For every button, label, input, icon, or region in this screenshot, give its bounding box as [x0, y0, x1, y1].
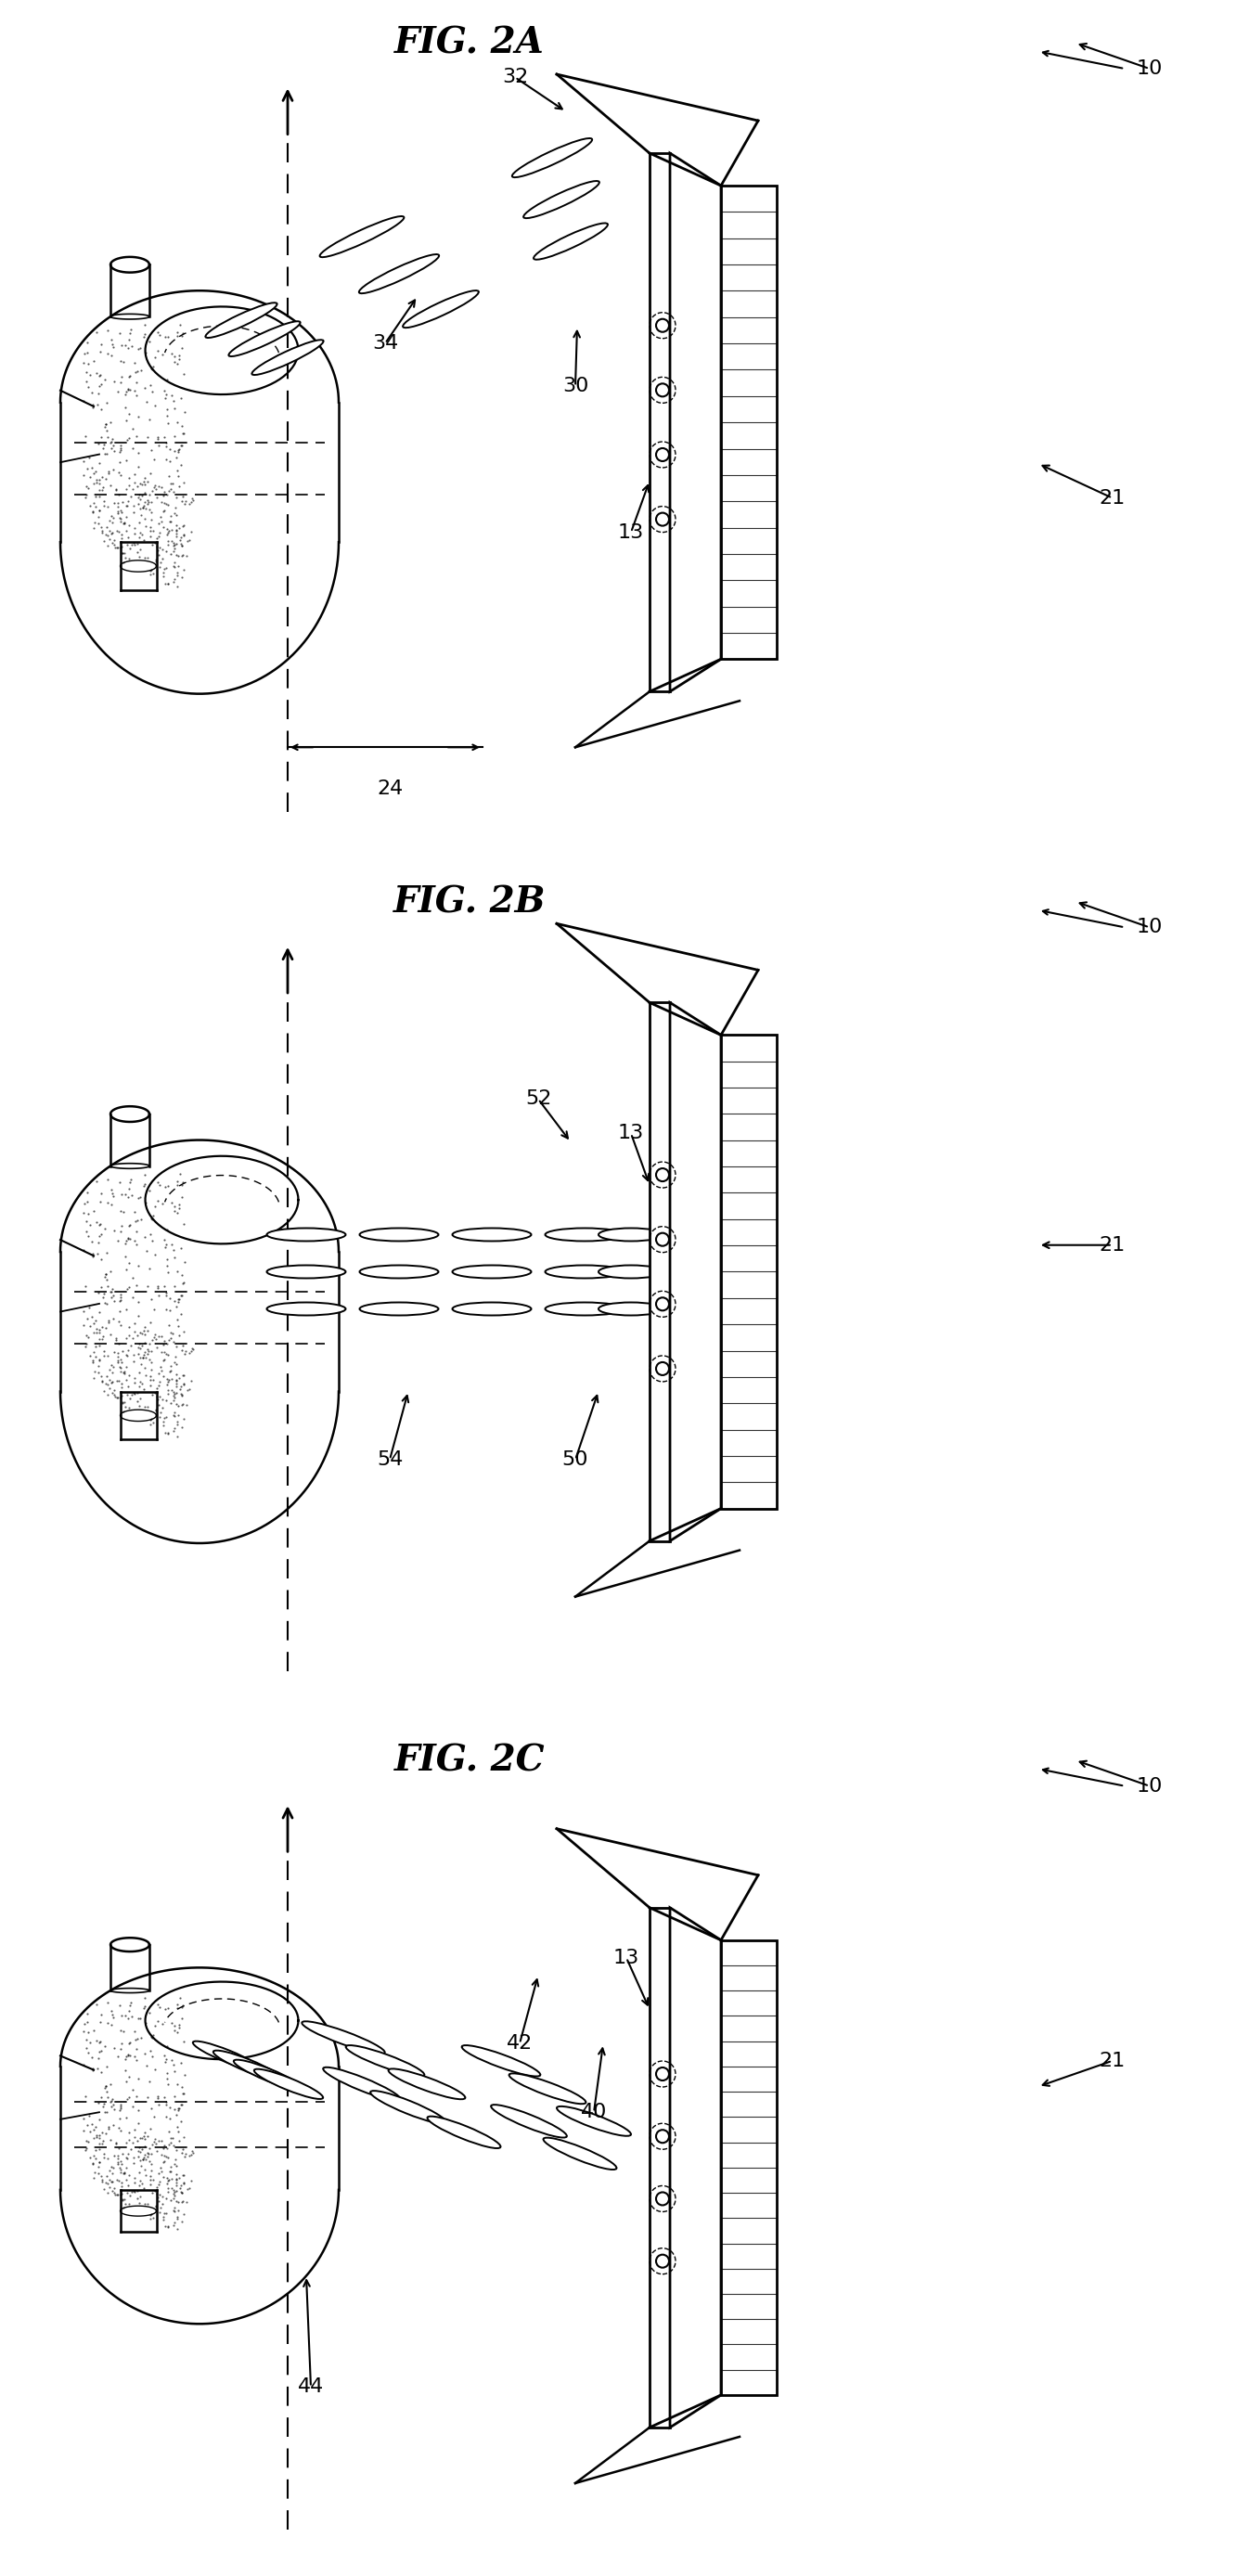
Circle shape — [656, 2130, 669, 2143]
Ellipse shape — [320, 216, 404, 258]
Ellipse shape — [512, 139, 592, 178]
Polygon shape — [670, 1909, 721, 2427]
Ellipse shape — [214, 2050, 282, 2081]
Text: 42: 42 — [507, 2035, 533, 2053]
Polygon shape — [721, 1940, 776, 2396]
Ellipse shape — [252, 340, 324, 376]
Ellipse shape — [462, 2045, 540, 2076]
Ellipse shape — [255, 2069, 323, 2099]
Ellipse shape — [545, 1265, 624, 1278]
Text: 21: 21 — [1099, 2050, 1126, 2071]
Ellipse shape — [452, 1229, 531, 1242]
Text: 10: 10 — [1136, 59, 1163, 77]
Ellipse shape — [358, 255, 439, 294]
Ellipse shape — [229, 322, 300, 355]
Circle shape — [656, 448, 669, 461]
Text: FIG. 2C: FIG. 2C — [394, 1744, 545, 1777]
Polygon shape — [670, 152, 721, 690]
Ellipse shape — [524, 180, 599, 219]
Circle shape — [656, 1234, 669, 1247]
Ellipse shape — [598, 1303, 664, 1316]
Ellipse shape — [545, 1303, 624, 1316]
Polygon shape — [721, 185, 776, 659]
Polygon shape — [650, 1909, 670, 2427]
Circle shape — [656, 319, 669, 332]
Circle shape — [656, 2254, 669, 2267]
Text: 40: 40 — [581, 2102, 607, 2123]
Ellipse shape — [234, 2061, 303, 2089]
Ellipse shape — [360, 1229, 439, 1242]
Circle shape — [656, 1363, 669, 1376]
Ellipse shape — [346, 2045, 424, 2076]
Ellipse shape — [598, 1265, 664, 1278]
Ellipse shape — [598, 1229, 664, 1242]
Ellipse shape — [509, 2074, 586, 2105]
Ellipse shape — [205, 304, 277, 337]
Ellipse shape — [534, 224, 608, 260]
Circle shape — [656, 384, 669, 397]
Polygon shape — [721, 1036, 776, 1510]
Text: 30: 30 — [562, 376, 588, 397]
Ellipse shape — [452, 1265, 531, 1278]
Circle shape — [656, 1298, 669, 1311]
Ellipse shape — [544, 2138, 617, 2169]
Polygon shape — [650, 152, 670, 690]
Text: 13: 13 — [618, 1123, 644, 1144]
Ellipse shape — [267, 1229, 346, 1242]
Polygon shape — [670, 1002, 721, 1540]
Text: 10: 10 — [1136, 917, 1163, 938]
Ellipse shape — [302, 2022, 384, 2053]
Text: 13: 13 — [618, 523, 644, 541]
Circle shape — [656, 2192, 669, 2205]
Text: 54: 54 — [377, 1450, 403, 1468]
Ellipse shape — [491, 2105, 567, 2138]
Ellipse shape — [452, 1303, 531, 1316]
Text: 13: 13 — [613, 1947, 639, 1968]
Ellipse shape — [323, 2066, 400, 2102]
Text: 10: 10 — [1136, 1777, 1163, 1795]
Text: 52: 52 — [525, 1090, 551, 1108]
Text: 50: 50 — [562, 1450, 588, 1468]
Text: FIG. 2A: FIG. 2A — [394, 26, 545, 62]
Ellipse shape — [267, 1265, 346, 1278]
Ellipse shape — [360, 1303, 439, 1316]
Ellipse shape — [193, 2040, 262, 2071]
Ellipse shape — [403, 291, 478, 327]
Ellipse shape — [371, 2092, 446, 2123]
Ellipse shape — [428, 2117, 501, 2148]
Text: 21: 21 — [1099, 1236, 1126, 1255]
Circle shape — [656, 2069, 669, 2081]
Ellipse shape — [556, 2107, 632, 2136]
Text: FIG. 2B: FIG. 2B — [393, 884, 546, 920]
Ellipse shape — [545, 1229, 624, 1242]
Text: 34: 34 — [372, 335, 398, 353]
Ellipse shape — [267, 1303, 346, 1316]
Text: 32: 32 — [502, 67, 528, 88]
Text: 21: 21 — [1099, 489, 1126, 507]
Ellipse shape — [388, 2069, 465, 2099]
Polygon shape — [650, 1002, 670, 1540]
Text: 44: 44 — [298, 2378, 324, 2396]
Circle shape — [656, 513, 669, 526]
Circle shape — [656, 1170, 669, 1182]
Text: 24: 24 — [377, 781, 403, 799]
Ellipse shape — [360, 1265, 439, 1278]
